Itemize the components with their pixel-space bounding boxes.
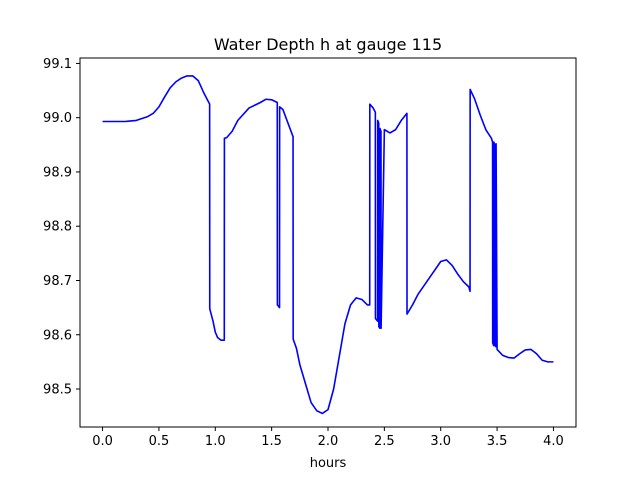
x-tick-label: 3.5 xyxy=(487,434,508,449)
chart-title: Water Depth h at gauge 115 xyxy=(214,35,442,54)
x-tick-label: 0.5 xyxy=(149,434,170,449)
series-line-0 xyxy=(102,75,554,415)
y-tick-label: 98.7 xyxy=(43,274,72,289)
series-layer xyxy=(102,75,554,415)
x-axis: 0.0 0.5 1.0 1.5 2.0 2.5 3.0 3.5 4.0 xyxy=(92,427,564,449)
x-tick-label: 2.0 xyxy=(318,434,339,449)
x-tick-label: 3.0 xyxy=(430,434,451,449)
x-tick-label: 1.0 xyxy=(205,434,226,449)
x-axis-label: hours xyxy=(310,456,347,471)
y-tick-label: 98.5 xyxy=(43,383,72,398)
y-tick-label: 98.8 xyxy=(43,220,72,235)
y-axis: 98.5 98.6 98.7 98.8 98.9 99.0 99.1 xyxy=(43,57,80,398)
x-tick-label: 4.0 xyxy=(543,434,564,449)
x-tick-label: 2.5 xyxy=(374,434,395,449)
x-tick-label: 0.0 xyxy=(92,434,113,449)
y-tick-label: 99.1 xyxy=(43,57,72,72)
y-tick-label: 99.0 xyxy=(43,111,72,126)
y-tick-label: 98.6 xyxy=(43,328,72,343)
x-tick-label: 1.5 xyxy=(261,434,282,449)
y-tick-label: 98.9 xyxy=(43,165,72,180)
